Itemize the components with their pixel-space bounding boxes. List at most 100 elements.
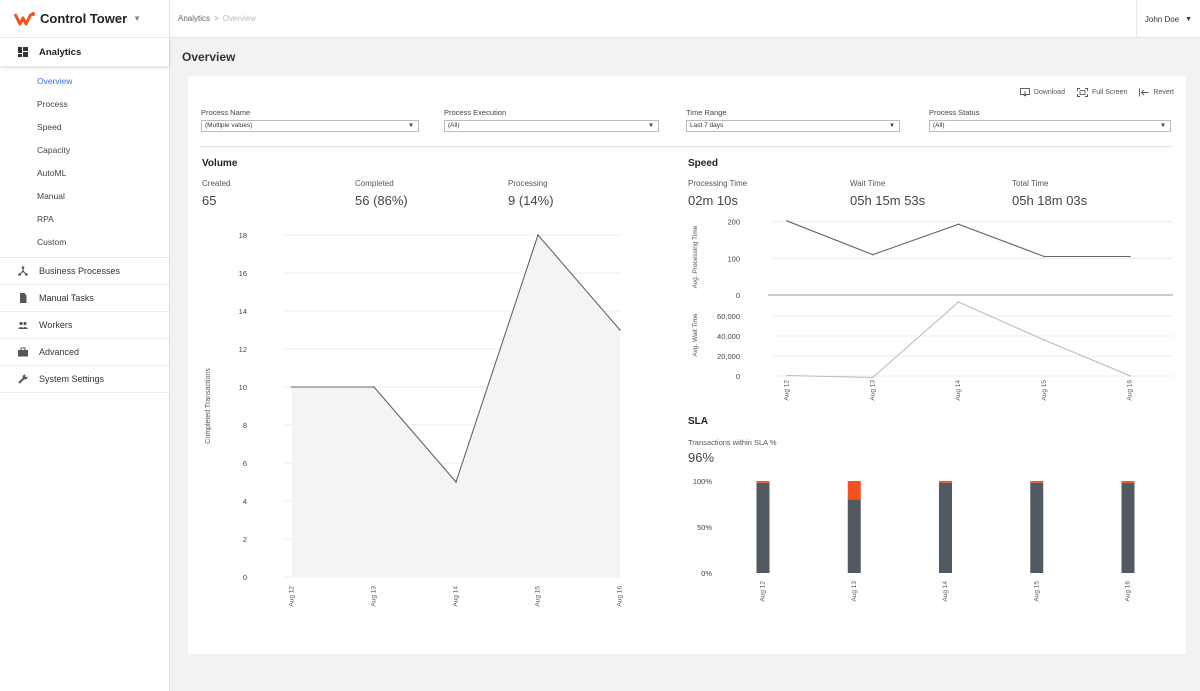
processing-time-data-point <box>957 223 960 226</box>
sla-y-tick-label: 50% <box>697 523 712 532</box>
briefcase-icon <box>18 347 28 357</box>
kpi-processing-time: Processing Time 02m 10s <box>688 179 747 208</box>
volume-y-tick-label: 12 <box>239 345 247 354</box>
sla-bar-within <box>939 482 952 573</box>
processing-time-series-line <box>786 220 1130 258</box>
kpi-label: Total Time <box>1012 179 1049 188</box>
kpi-total-time: Total Time 05h 18m 03s <box>1012 179 1087 208</box>
sidebar-item-business-processes[interactable]: Business Processes <box>0 258 169 285</box>
sidebar-item-rpa[interactable]: RPA <box>37 214 54 224</box>
sla-y-tick-label: 100% <box>693 477 713 486</box>
filter-process-execution: Process Execution (All) ▼ <box>444 108 662 132</box>
kpi-value: 9 (14%) <box>508 193 554 208</box>
fullscreen-button[interactable]: Full Screen <box>1077 88 1127 97</box>
download-button[interactable]: Download <box>1019 88 1065 97</box>
sla-bar-breached <box>847 481 861 500</box>
sidebar-item-system-settings[interactable]: System Settings <box>0 366 169 393</box>
volume-x-tick-label: Aug 16 <box>617 586 624 607</box>
sidebar-item-speed[interactable]: Speed <box>37 122 62 132</box>
kpi-value: 05h 15m 53s <box>850 193 926 208</box>
caret-down-icon: ▼ <box>1160 123 1166 129</box>
wait-time-y-tick-label: 60,000 <box>717 312 740 321</box>
sidebar-section-label: Analytics <box>39 46 82 58</box>
revert-icon <box>1139 88 1149 97</box>
kpi-value: 05h 18m 03s <box>1012 193 1088 208</box>
volume-y-tick-label: 18 <box>239 231 247 240</box>
wait-time-data-point <box>871 376 874 379</box>
document-icon <box>20 293 27 303</box>
filter-process-status: Process Status (All) ▼ <box>929 108 1171 132</box>
speed-title: Speed <box>688 158 719 169</box>
wait-time-y-tick-label: 40,000 <box>717 332 740 341</box>
sla-x-tick-label: Aug 16 <box>1125 581 1132 602</box>
kpi-label: Transactions within SLA % <box>688 438 777 447</box>
wait-time-data-point <box>1129 375 1131 377</box>
volume-data-point <box>373 386 375 388</box>
volume-data-point <box>455 481 457 483</box>
select-value: (Multiple values) <box>205 122 253 129</box>
kpi-completed: Completed 56 (86%) <box>355 179 408 208</box>
page-title: Overview <box>182 50 236 64</box>
filter-label: Process Execution <box>444 108 507 117</box>
breadcrumb-analytics[interactable]: Analytics <box>178 14 211 23</box>
sla-bar-breached <box>1121 481 1135 483</box>
speed-x-tick-label: Aug 12 <box>784 380 791 401</box>
kpi-value: 02m 10s <box>688 193 738 208</box>
user-name: John Doe <box>1144 14 1180 24</box>
charts-area: 0 2 4 6 8 10 12 14 16 18 Completed Transactions Aug… <box>205 218 1173 607</box>
processing-time-data-point <box>871 253 874 256</box>
sidebar-item-overview[interactable]: Overview <box>37 76 73 86</box>
speed-x-tick-label: Aug 13 <box>869 380 876 401</box>
user-menu[interactable]: John Doe ▼ <box>1136 0 1200 38</box>
filter-divider <box>200 146 1173 147</box>
download-label: Download <box>1033 89 1065 96</box>
revert-button[interactable]: Revert <box>1139 88 1174 97</box>
wrench-icon <box>18 374 28 384</box>
volume-y-tick-label: 16 <box>239 269 247 278</box>
caret-down-icon: ▼ <box>889 123 895 129</box>
process-status-select[interactable]: (All) ▼ <box>929 120 1171 132</box>
sidebar-item-process[interactable]: Process <box>37 99 68 109</box>
sidebar-item-advanced[interactable]: Advanced <box>0 339 169 366</box>
control-tower-logo-icon <box>14 11 35 25</box>
filter-label: Process Name <box>201 108 251 117</box>
volume-title: Volume <box>202 158 238 169</box>
processing-time-y-tick-label: 200 <box>727 218 740 227</box>
sidebar-item-manual-tasks[interactable]: Manual Tasks <box>0 285 169 312</box>
sla-bar-breached <box>939 481 952 483</box>
kpi-label: Processing <box>508 179 548 188</box>
volume-y-tick-label: 4 <box>243 497 247 506</box>
volume-y-tick-label: 8 <box>243 421 247 430</box>
speed-x-tick-label: Aug 15 <box>1041 380 1048 401</box>
process-execution-select[interactable]: (All) ▼ <box>444 120 659 132</box>
download-icon <box>1019 88 1030 97</box>
time-range-select[interactable]: Last 7 days ▼ <box>686 120 900 132</box>
sidebar: Control Tower ▼ Analytics Overview Proce… <box>0 0 170 691</box>
app-switcher[interactable]: Control Tower ▼ <box>0 0 169 38</box>
sidebar-item-manual[interactable]: Manual <box>37 191 65 201</box>
sla-title: SLA <box>688 416 708 427</box>
volume-series-line <box>292 233 621 484</box>
volume-y-tick-label: 10 <box>239 383 247 392</box>
sidebar-section-analytics[interactable]: Analytics <box>0 38 169 66</box>
volume-y-tick-label: 6 <box>243 459 247 468</box>
volume-y-tick-label: 0 <box>243 573 247 582</box>
processing-time-y-tick-label: 0 <box>736 291 740 300</box>
sla-x-tick-label: Aug 13 <box>851 581 858 602</box>
kpi-value: 65 <box>202 193 217 208</box>
kpi-label: Wait Time <box>850 179 886 188</box>
sidebar-item-workers[interactable]: Workers <box>0 312 169 339</box>
sidebar-item-custom[interactable]: Custom <box>37 237 67 247</box>
volume-y-axis-label: Completed Transactions <box>205 368 212 444</box>
volume-data-point <box>291 386 293 388</box>
wait-time-series-line <box>786 301 1131 379</box>
sidebar-item-label: System Settings <box>39 374 105 384</box>
sidebar-item-automl[interactable]: AutoML <box>37 168 67 178</box>
sidebar-item-capacity[interactable]: Capacity <box>37 145 71 155</box>
kpi-label: Created <box>202 179 231 188</box>
process-name-select[interactable]: (Multiple values) ▼ <box>201 120 419 132</box>
volume-x-tick-label: Aug 14 <box>453 586 460 607</box>
filter-label: Time Range <box>686 108 727 117</box>
sidebar-item-label: Workers <box>39 320 73 330</box>
wait-time-data-point <box>786 374 788 377</box>
